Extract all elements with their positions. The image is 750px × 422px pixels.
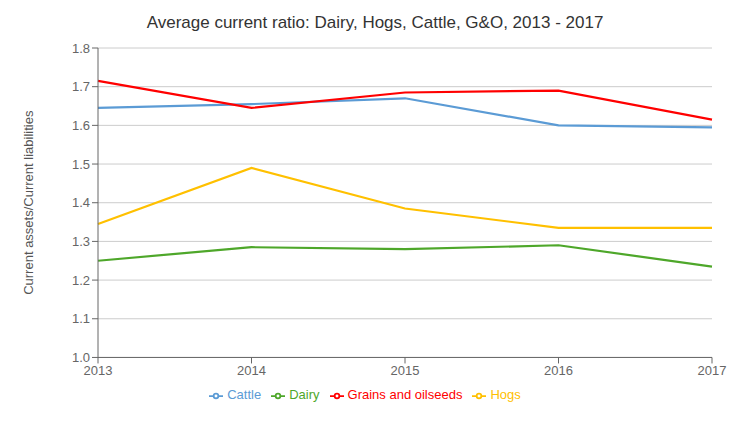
svg-text:2016: 2016: [544, 363, 573, 378]
svg-text:1.8: 1.8: [72, 41, 90, 56]
svg-text:1.0: 1.0: [72, 350, 90, 365]
svg-text:1.5: 1.5: [72, 157, 90, 172]
svg-text:1.4: 1.4: [72, 195, 90, 210]
svg-text:1.3: 1.3: [72, 234, 90, 249]
svg-text:2014: 2014: [237, 363, 266, 378]
html-text:Dairy: Dairy: [289, 387, 320, 403]
html-text:Cattle: Cattle: [227, 387, 262, 403]
html-text:Average current ratio: Dairy,: Average current ratio: Dairy, Hogs, Catt…: [146, 13, 604, 32]
svg-text:2017: 2017: [698, 363, 727, 378]
html-text:Hogs: Hogs: [490, 387, 521, 403]
svg-text:Current assets/Current liabili: Current assets/Current liabilities: [21, 110, 36, 295]
svg-text:1.6: 1.6: [72, 118, 90, 133]
svg-text:1.7: 1.7: [72, 79, 90, 94]
svg-text:1.2: 1.2: [72, 273, 90, 288]
svg-text:2013: 2013: [83, 362, 113, 378]
svg-text:1.1: 1.1: [72, 311, 90, 326]
html-text:Grains and oilseeds: Grains and oilseeds: [347, 387, 463, 403]
svg-text:2015: 2015: [391, 363, 420, 378]
